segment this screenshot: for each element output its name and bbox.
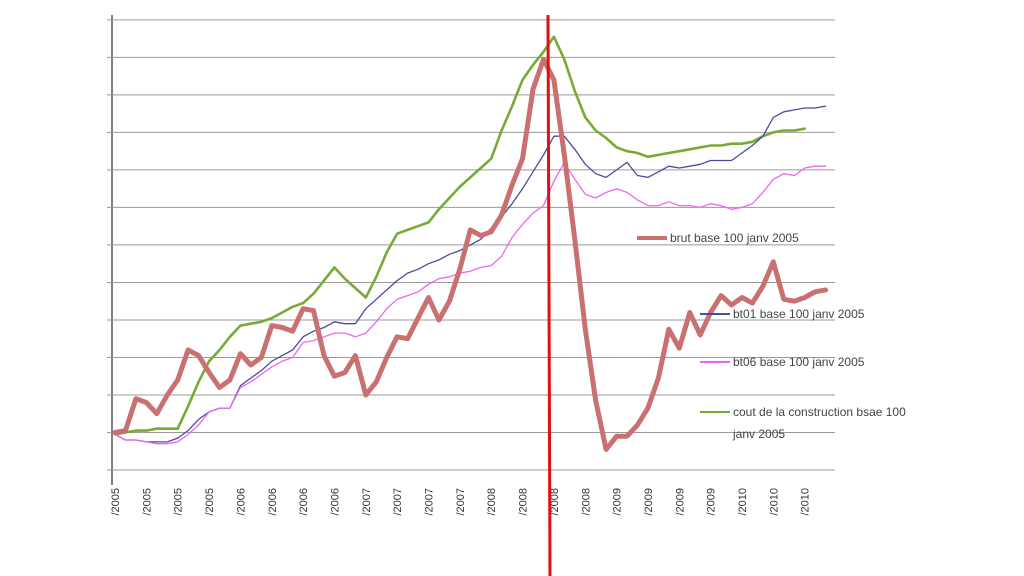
series-line: [114, 161, 827, 445]
legend-label: bt01 base 100 janv 2005: [733, 307, 865, 321]
x-tick-label: /2006: [267, 488, 279, 516]
x-tick-label: /2007: [392, 488, 404, 516]
x-tick-label: /2007: [455, 488, 467, 516]
series-line: [114, 105, 827, 443]
legend-label: bt06 base 100 janv 2005: [733, 355, 865, 369]
series-line: [112, 56, 829, 452]
x-tick-label: /2005: [173, 488, 185, 516]
marker-line: [546, 14, 552, 576]
legend-swatch: [700, 361, 730, 363]
series-line: [113, 35, 806, 436]
legend-item: brut base 100 janv 2005: [637, 227, 857, 249]
x-tick-label: /2008: [580, 488, 592, 516]
legend-item: bt06 base 100 janv 2005: [700, 351, 930, 373]
x-tick-label: /2010: [768, 488, 780, 516]
x-tick-label: /2006: [235, 488, 247, 516]
legend-swatch: [700, 313, 730, 315]
x-tick-label: /2010: [737, 488, 749, 516]
x-tick-label: /2009: [643, 488, 655, 516]
x-tick-label: /2009: [674, 488, 686, 516]
x-tick-label: /2009: [706, 488, 718, 516]
x-tick-label: /2008: [518, 488, 530, 516]
legend-label: cout de la construction bsae 100 janv 20…: [733, 405, 906, 441]
legend-swatch: [700, 411, 730, 413]
x-tick-label: /2005: [110, 488, 122, 516]
legend-swatch: [637, 236, 667, 240]
legend-item: cout de la construction bsae 100 janv 20…: [700, 401, 922, 445]
x-tick-label: /2008: [486, 488, 498, 516]
x-tick-label: /2006: [329, 488, 341, 516]
legend-label: brut base 100 janv 2005: [670, 231, 799, 245]
x-tick-label: /2010: [800, 488, 812, 516]
x-tick-label: /2007: [361, 488, 373, 516]
x-tick-label: /2006: [298, 488, 310, 516]
x-tick-label: /2005: [141, 488, 153, 516]
legend-item: bt01 base 100 janv 2005: [700, 303, 930, 325]
x-tick-label: /2008: [549, 488, 561, 516]
x-tick-label: /2007: [424, 488, 436, 516]
x-tick-label: /2009: [612, 488, 624, 516]
x-tick-label: /2005: [204, 488, 216, 516]
